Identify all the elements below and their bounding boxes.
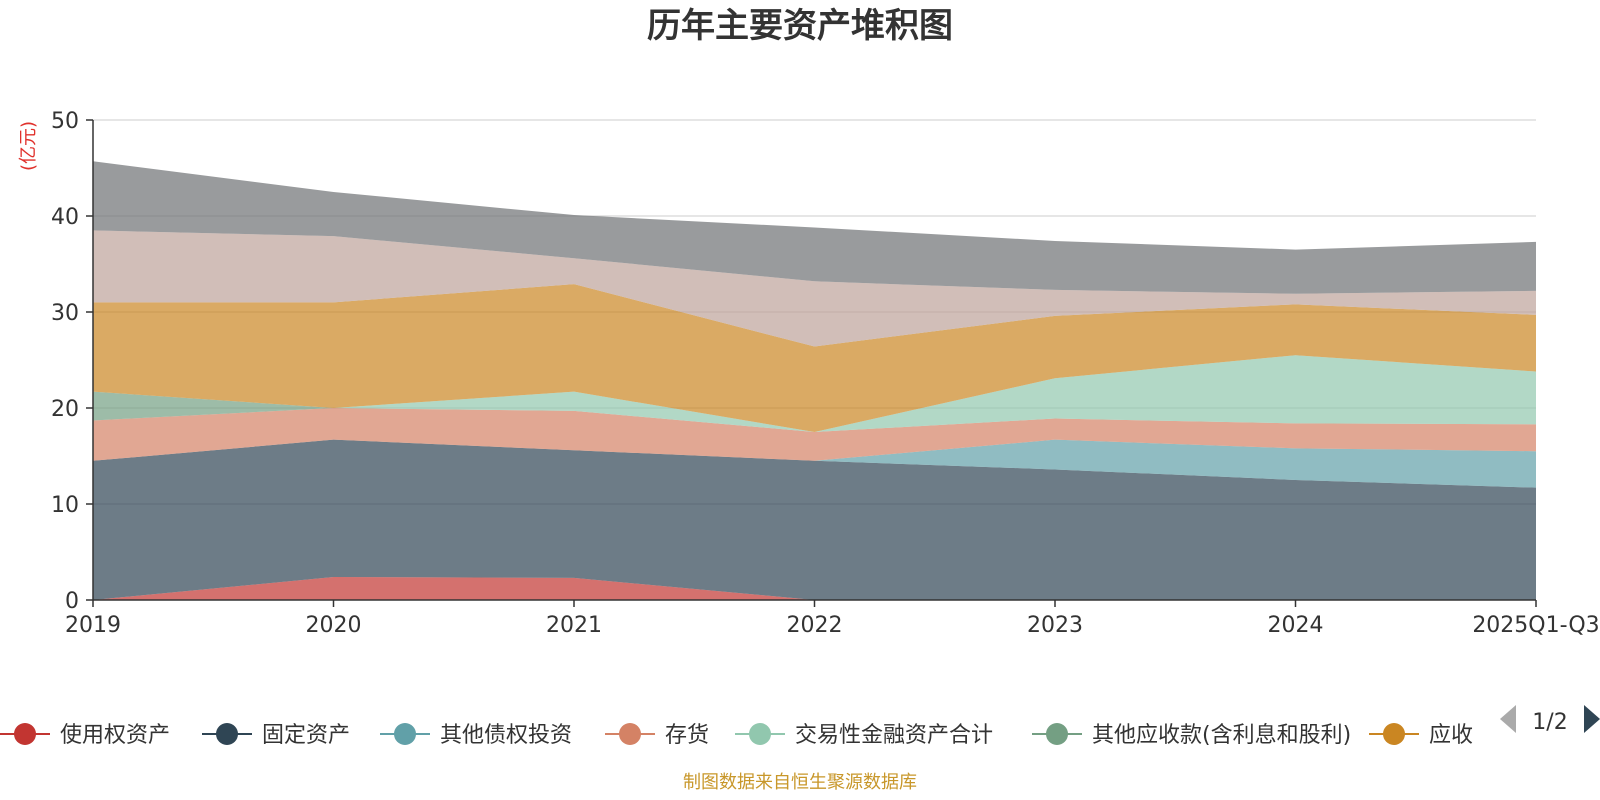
legend-marker: [216, 723, 238, 745]
legend: 使用权资产 固定资产 其他债权投资 存货 交易性金融资产合计 其他应收款(含利息和股利) 应…: [0, 723, 1473, 748]
area-series-6: [93, 284, 1536, 432]
legend-page-indicator: 1/2: [1532, 710, 1567, 735]
legend-item-1[interactable]: 固定资产: [202, 723, 350, 748]
area-series-group: [93, 161, 1536, 600]
legend-marker: [1383, 723, 1405, 745]
area-series-3: [93, 408, 1536, 461]
chart-title: 历年主要资产堆积图: [647, 6, 953, 46]
area-series-1: [93, 439, 1536, 600]
y-tick-label: 40: [51, 205, 79, 230]
legend-marker: [749, 723, 771, 745]
x-tick-label: 2021: [546, 613, 602, 638]
y-tick-label: 50: [51, 109, 79, 134]
legend-marker: [14, 723, 36, 745]
axes: 0 10 20 30 40 50 2019 2020 2021 2022 2023 2024 2025Q…: [51, 109, 1600, 638]
area-series-4: [93, 355, 1536, 432]
legend-marker: [619, 723, 641, 745]
legend-label: 其他应收款(含利息和股利): [1092, 723, 1351, 748]
legend-label: 交易性金融资产合计: [795, 723, 993, 748]
y-tick-label: 0: [65, 589, 79, 614]
legend-label: 其他债权投资: [440, 723, 572, 748]
x-tick-label: 2022: [787, 613, 843, 638]
legend-label: 固定资产: [262, 723, 350, 748]
x-tick-label: 2025Q1-Q3: [1472, 613, 1599, 638]
y-tick-label: 30: [51, 301, 79, 326]
legend-item-6[interactable]: 应收: [1369, 723, 1473, 748]
y-axis-label: (亿元): [18, 121, 39, 171]
legend-prev-page-icon[interactable]: [1500, 705, 1516, 733]
y-tick-label: 20: [51, 397, 79, 422]
legend-label: 使用权资产: [60, 723, 170, 748]
legend-marker: [1046, 723, 1068, 745]
legend-label: 应收: [1429, 723, 1473, 748]
legend-item-4[interactable]: 交易性金融资产合计: [735, 723, 993, 748]
source-note: 制图数据来自恒生聚源数据库: [683, 772, 917, 793]
legend-item-5[interactable]: 其他应收款(含利息和股利): [1032, 723, 1351, 748]
area-series-2: [93, 439, 1536, 488]
legend-item-2[interactable]: 其他债权投资: [380, 723, 572, 748]
legend-next-page-icon[interactable]: [1584, 705, 1600, 733]
legend-marker: [394, 723, 416, 745]
legend-pager: 1/2: [1500, 705, 1600, 735]
area-series-8: [93, 161, 1536, 294]
legend-item-0[interactable]: 使用权资产: [0, 723, 170, 748]
x-tick-label: 2020: [306, 613, 362, 638]
x-tick-label: 2024: [1268, 613, 1324, 638]
legend-item-3[interactable]: 存货: [605, 723, 709, 748]
legend-label: 存货: [665, 723, 709, 748]
area-series-7: [93, 230, 1536, 347]
x-tick-label: 2023: [1027, 613, 1083, 638]
x-tick-label: 2019: [65, 613, 121, 638]
area-series-0: [93, 576, 1536, 600]
y-tick-label: 10: [51, 493, 79, 518]
